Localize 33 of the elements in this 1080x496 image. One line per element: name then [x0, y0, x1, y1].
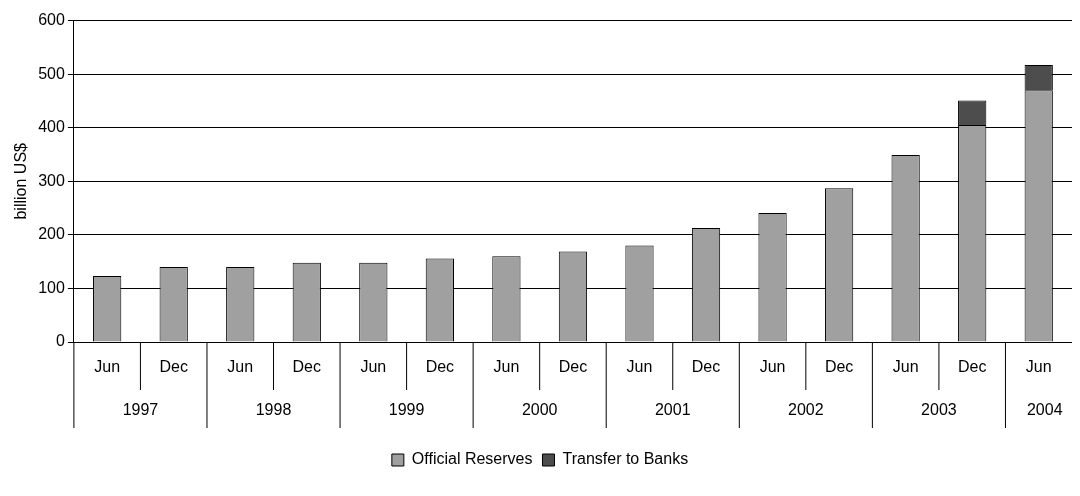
x-tick-label: Dec: [824, 358, 854, 376]
legend-label: Transfer to Banks: [562, 450, 689, 468]
y-tick-label: 200: [38, 225, 65, 243]
y-tick-label: 100: [38, 278, 65, 296]
x-tick-label: Jun: [626, 358, 653, 376]
x-tick-label: Jun: [1025, 358, 1052, 376]
text: 2002: [788, 401, 824, 419]
y-tick-label: 0: [55, 332, 65, 350]
y-tick-label: 300: [38, 171, 65, 189]
x-tick-label: Jun: [360, 358, 387, 376]
text: 2003: [921, 401, 957, 419]
x-tick-label: Jun: [493, 358, 520, 376]
text: 2000: [521, 401, 558, 419]
y-tick-label: 400: [38, 118, 65, 136]
x-tick-label: Jun: [759, 358, 786, 376]
x-tick-label: Dec: [691, 358, 721, 376]
x-tick-label: Dec: [425, 358, 455, 376]
text: 1997: [122, 401, 159, 419]
x-tick-label: Jun: [94, 358, 121, 376]
text: 1999: [388, 401, 425, 419]
text: 2004: [1026, 401, 1063, 419]
x-tick-label: Jun: [227, 358, 254, 376]
x-tick-label: Dec: [159, 358, 188, 376]
y-tick-label: 600: [38, 11, 65, 29]
text: 1998: [255, 401, 292, 419]
y-axis-title: billion US$: [12, 142, 30, 220]
x-tick-label: Jun: [892, 358, 919, 376]
text: 2001: [654, 401, 691, 419]
x-tick-label: Dec: [292, 358, 322, 376]
x-tick-label: Dec: [558, 358, 588, 376]
x-tick-label: Dec: [957, 358, 987, 376]
y-tick-label: 500: [38, 64, 65, 82]
legend-label: Official Reserves: [411, 450, 533, 468]
